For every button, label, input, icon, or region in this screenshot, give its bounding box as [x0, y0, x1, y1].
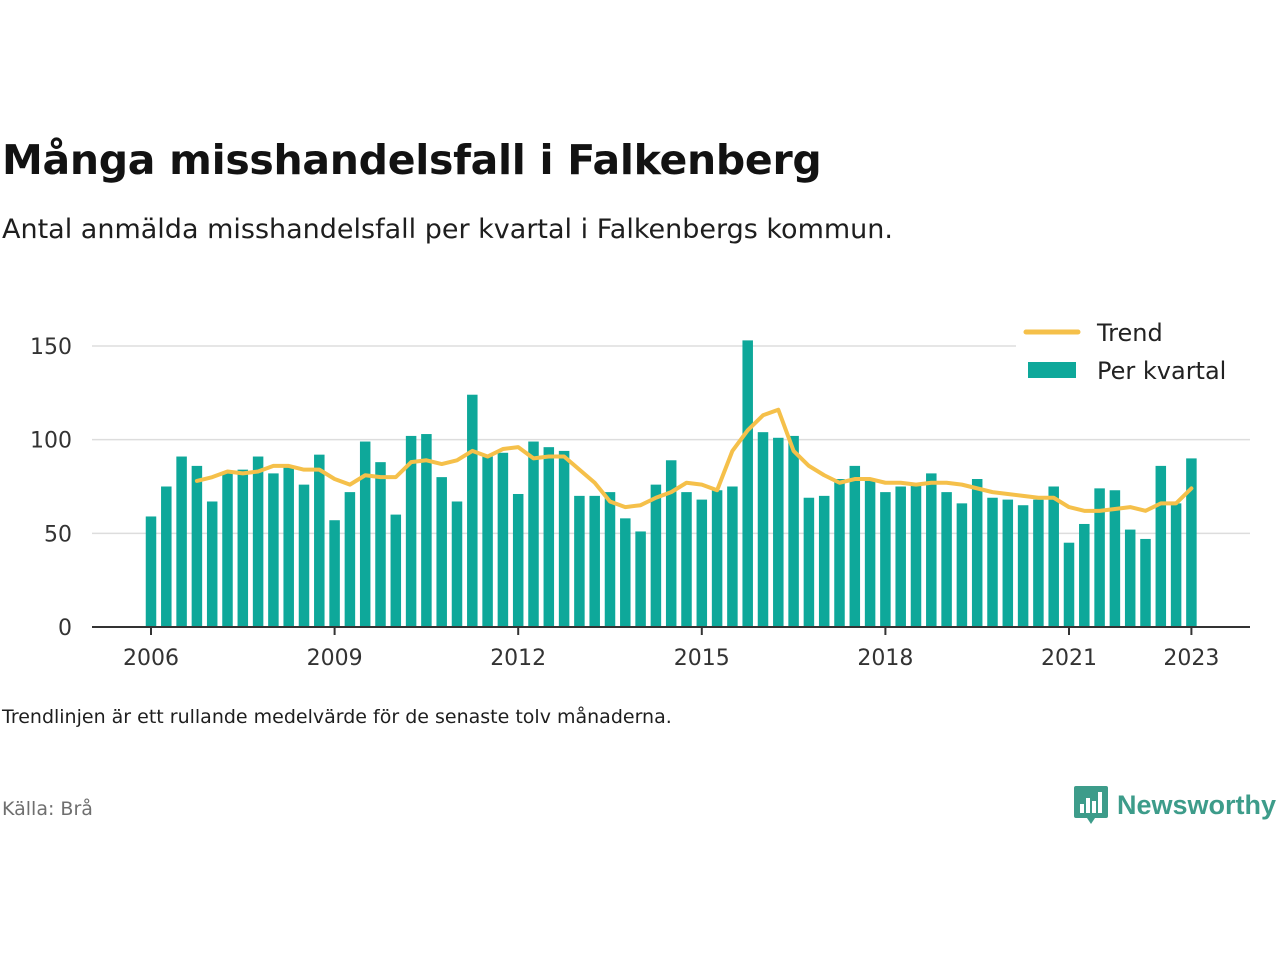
bar-2023-Q1	[1186, 458, 1197, 627]
bar-2006-Q2	[161, 486, 172, 627]
x-tick-label-2012: 2012	[490, 646, 546, 671]
y-tick-label-0: 0	[58, 616, 72, 641]
bar-2021-Q2	[1079, 523, 1090, 627]
bar-2020-Q3	[1033, 499, 1044, 627]
bar-2011-Q1	[451, 501, 463, 627]
bar-2019-Q2	[956, 503, 968, 627]
bar-2022-Q3	[1155, 465, 1167, 627]
bar-2019-Q1	[941, 492, 952, 627]
chart-title: Många misshandelsfall i Falkenberg	[2, 136, 822, 184]
bar-2011-Q3	[482, 456, 493, 627]
bar-2013-Q4	[620, 518, 631, 627]
bar-2015-Q4	[742, 340, 753, 627]
bar-2012-Q2	[528, 441, 539, 627]
bar-2012-Q1	[512, 493, 524, 627]
bar-2019-Q3	[971, 479, 983, 627]
bar-2011-Q2	[467, 394, 478, 627]
x-tick-label-2018: 2018	[857, 646, 913, 671]
bar-2010-Q4	[436, 477, 447, 627]
bar-2017-Q2	[834, 479, 845, 627]
bar-2011-Q4	[497, 452, 509, 627]
bar-2014-Q1	[635, 531, 646, 627]
bar-2017-Q4	[864, 479, 876, 627]
legend-bar-swatch	[1028, 362, 1076, 378]
footnote: Trendlinjen är ett rullande medelvärde f…	[2, 706, 672, 728]
bar-2009-Q3	[359, 441, 371, 627]
bar-2006-Q1	[145, 516, 157, 627]
chart-subtitle: Antal anmälda misshandelsfall per kvarta…	[2, 214, 893, 245]
bar-2020-Q1	[1002, 499, 1014, 627]
bar-2009-Q4	[375, 462, 386, 627]
bar-2012-Q4	[558, 450, 570, 627]
y-axis-ticks: 0 50 100 150	[30, 335, 72, 641]
legend-background	[1016, 316, 1250, 394]
y-tick-label-50: 50	[44, 522, 72, 547]
x-tick-label-2009: 2009	[307, 646, 363, 671]
bar-2008-Q2	[283, 465, 294, 627]
bar-2009-Q1	[329, 520, 340, 627]
bar-2007-Q1	[206, 501, 218, 627]
bar-2017-Q1	[818, 495, 830, 627]
bar-2022-Q4	[1170, 503, 1182, 627]
bar-2013-Q3	[604, 492, 616, 627]
source-label: Källa: Brå	[2, 798, 93, 820]
bar-2010-Q3	[421, 434, 432, 627]
bar-2022-Q2	[1140, 538, 1151, 627]
x-tick-label-2021: 2021	[1041, 646, 1097, 671]
bar-2017-Q3	[849, 465, 861, 627]
bar-2013-Q2	[589, 495, 600, 627]
bar-chart-speech-bubble-icon	[1073, 786, 1108, 824]
bar-2014-Q4	[681, 492, 692, 627]
bar-2014-Q3	[665, 460, 677, 627]
bar-2019-Q4	[987, 497, 998, 627]
bar-2015-Q3	[727, 486, 738, 627]
bar-2016-Q2	[773, 437, 784, 627]
bar-2022-Q1	[1124, 529, 1136, 627]
bar-series	[145, 340, 1197, 627]
legend-trend-label: Trend	[1096, 319, 1163, 347]
bar-2018-Q1	[880, 492, 891, 627]
bar-2021-Q4	[1109, 490, 1121, 627]
bar-2013-Q1	[574, 495, 585, 627]
bar-2007-Q2	[222, 473, 233, 627]
bar-2010-Q2	[405, 435, 417, 627]
legend: Trend Per kvartal	[1016, 316, 1250, 394]
bar-2020-Q4	[1048, 486, 1059, 627]
legend-bar-label: Per kvartal	[1097, 357, 1226, 385]
bar-2006-Q4	[191, 465, 203, 627]
y-tick-label-100: 100	[30, 429, 72, 454]
x-tick-label-2006: 2006	[123, 646, 179, 671]
bar-2007-Q4	[252, 456, 264, 627]
bar-2018-Q2	[895, 486, 906, 627]
bar-2016-Q4	[803, 497, 815, 627]
bar-2018-Q3	[910, 484, 922, 627]
newsworthy-logo[interactable]: Newsworthy	[1073, 784, 1276, 826]
chart-area: 0 50 100 150 2006 2009 2012 2015 2018 2021 2023 T…	[30, 316, 1250, 671]
bar-2006-Q3	[176, 456, 187, 627]
brand-name: Newsworthy	[1116, 789, 1276, 820]
bar-2015-Q1	[696, 499, 708, 627]
x-tick-label-2015: 2015	[674, 646, 730, 671]
bar-2014-Q2	[650, 484, 662, 627]
bar-2008-Q4	[314, 454, 325, 627]
bar-2010-Q1	[390, 514, 402, 627]
y-tick-label-150: 150	[30, 335, 72, 360]
bar-2016-Q3	[788, 435, 799, 627]
bar-2018-Q4	[926, 473, 937, 627]
x-tick-label-2023: 2023	[1163, 646, 1219, 671]
bar-2021-Q1	[1063, 542, 1075, 627]
bar-2015-Q2	[711, 490, 723, 627]
bar-2020-Q2	[1017, 505, 1029, 627]
x-axis-ticks: 2006 2009 2012 2015 2018 2021 2023	[123, 627, 1219, 671]
bar-2009-Q2	[344, 492, 356, 627]
bar-2012-Q3	[543, 447, 555, 627]
trend-line	[194, 407, 1194, 513]
bar-2008-Q3	[298, 484, 310, 627]
bar-2016-Q1	[757, 432, 769, 627]
bar-2008-Q1	[268, 473, 279, 627]
bar-2007-Q3	[237, 469, 249, 627]
bar-2021-Q3	[1094, 488, 1105, 627]
